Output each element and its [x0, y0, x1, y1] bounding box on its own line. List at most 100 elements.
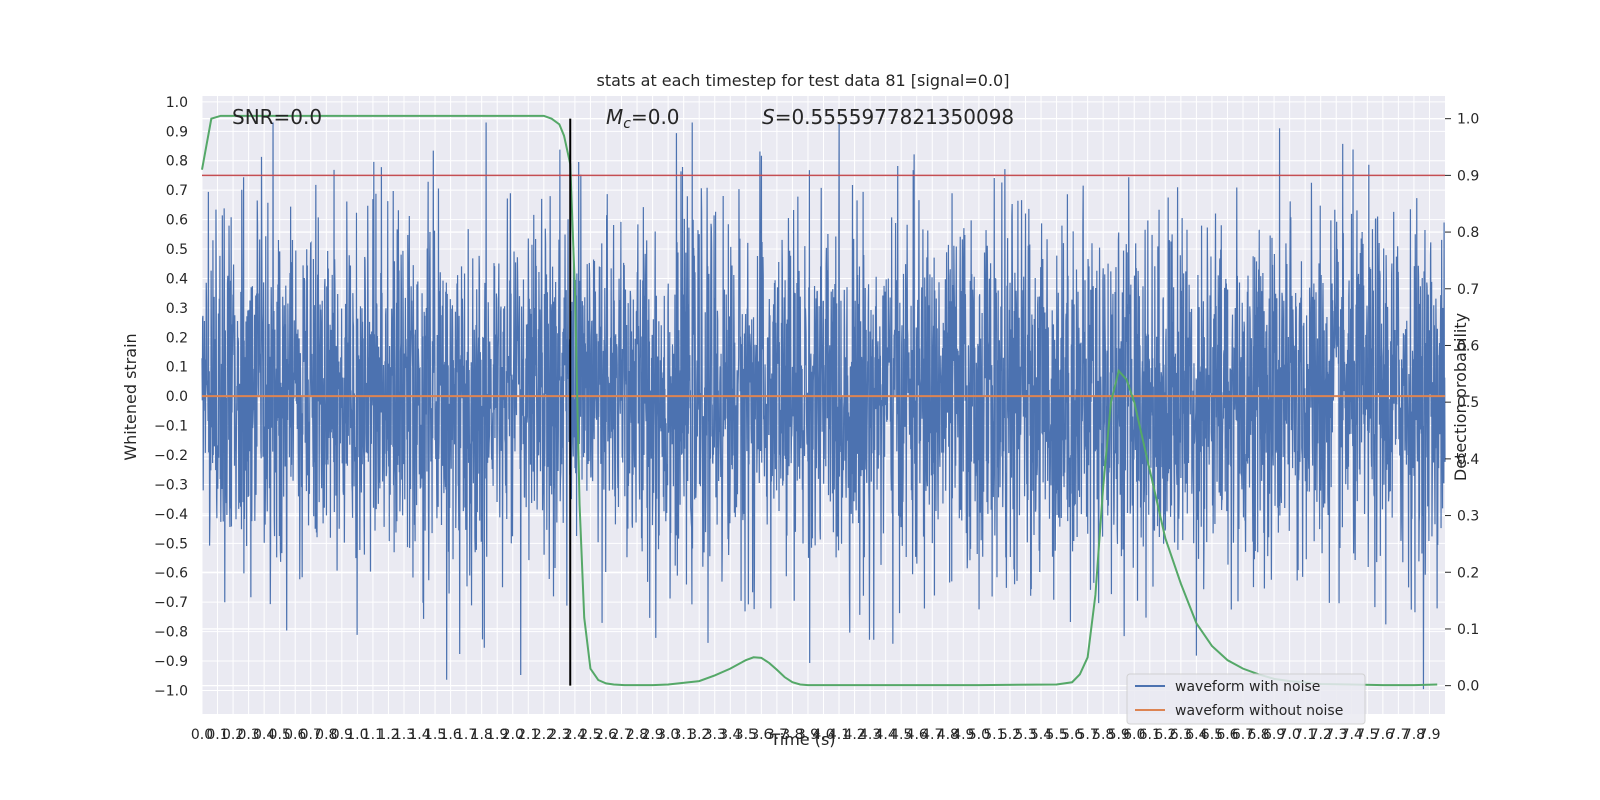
y-tick-label-left: −0.9 [154, 654, 188, 670]
x-tick-label: 2.4 [564, 727, 586, 743]
y-tick-label-right: 0.2 [1457, 565, 1479, 581]
x-tick-label: 4.4 [875, 727, 897, 743]
y-tick-label-right: 0.6 [1457, 338, 1479, 354]
x-tick-label: 7.7 [1387, 727, 1409, 743]
mc-symbol: M [606, 105, 623, 129]
x-tick-label: 0.4 [253, 727, 275, 743]
x-tick-label: 4.6 [906, 727, 928, 743]
y-tick-label-left: −0.8 [154, 625, 188, 641]
y-tick-label-left: −0.3 [154, 477, 188, 493]
x-tick-label: 7.5 [1356, 727, 1378, 743]
x-tick-label: 6.0 [1123, 727, 1145, 743]
x-tick-label: 3.0 [657, 727, 679, 743]
s-value: =0.5555977821350098 [775, 105, 1014, 129]
x-tick-label: 4.3 [859, 727, 881, 743]
x-tick-label: 4.1 [828, 727, 850, 743]
x-tick-label: 6.1 [1139, 727, 1161, 743]
x-tick-label: 6.9 [1263, 727, 1285, 743]
x-tick-label: 0.6 [284, 727, 306, 743]
y-tick-label-right: 1.0 [1457, 112, 1479, 128]
y-tick-label-left: −0.7 [154, 595, 188, 611]
y-tick-label-left: 0.2 [166, 330, 188, 346]
y-axis-label-right: Detection probability [1451, 313, 1470, 481]
y-tick-label-right: 0.9 [1457, 168, 1479, 184]
x-tick-label: 1.3 [393, 727, 415, 743]
x-tick-label: 5.3 [1014, 727, 1036, 743]
x-tick-label: 3.1 [673, 727, 695, 743]
x-tick-label: 0.5 [269, 727, 291, 743]
x-tick-label: 6.6 [1216, 727, 1238, 743]
x-tick-label: 1.4 [408, 727, 430, 743]
x-tick-label: 7.1 [1294, 727, 1316, 743]
y-tick-label-right: 0.0 [1457, 679, 1479, 695]
x-tick-label: 6.2 [1154, 727, 1176, 743]
x-tick-label: 3.8 [781, 727, 803, 743]
x-tick-label: 5.5 [1045, 727, 1067, 743]
x-tick-label: 0.2 [222, 727, 244, 743]
y-tick-labels-right: 0.0 0.1 0.2 0.3 0.4 0.5 0.6 0.7 0.8 0.9 1.0 [1445, 112, 1479, 695]
x-tick-label: 5.4 [1030, 727, 1052, 743]
x-tick-label: 1.9 [486, 727, 508, 743]
mc-annotation: Mc=0.0 [606, 105, 680, 132]
x-axis-label: Time (s) [769, 730, 835, 749]
y-tick-label-left: 0.8 [166, 154, 188, 170]
y-tick-label-left: −1.0 [154, 683, 188, 699]
y-tick-label-left: 0.7 [166, 183, 188, 199]
x-tick-label: 7.9 [1418, 727, 1440, 743]
x-tick-label: 5.0 [968, 727, 990, 743]
y-tick-label-left: 0.1 [166, 360, 188, 376]
y-tick-label-right: 0.1 [1457, 622, 1479, 638]
x-tick-label: 5.9 [1108, 727, 1130, 743]
y-tick-label-left: −0.4 [154, 507, 188, 523]
x-tick-label: 6.8 [1247, 727, 1269, 743]
snr-annotation: SNR=0.0 [232, 105, 322, 129]
s-symbol: S [762, 105, 775, 129]
x-tick-label: 3.2 [688, 727, 710, 743]
y-tick-label-left: 1.0 [166, 95, 188, 111]
mc-value: =0.0 [631, 105, 680, 129]
x-tick-label: 3.7 [766, 727, 788, 743]
x-tick-label: 1.0 [346, 727, 368, 743]
y-tick-label-left: 0.0 [166, 389, 188, 405]
x-tick-label: 2.5 [579, 727, 601, 743]
x-tick-label: 7.6 [1372, 727, 1394, 743]
x-tick-label: 6.7 [1232, 727, 1254, 743]
mc-subscript: c [623, 116, 631, 132]
y-tick-label-right: 0.8 [1457, 225, 1479, 241]
x-tick-label: 2.6 [595, 727, 617, 743]
x-tick-label: 7.3 [1325, 727, 1347, 743]
x-tick-label: 2.3 [548, 727, 570, 743]
waveform-with-noise-line [201, 122, 1446, 690]
x-tick-label: 4.5 [890, 727, 912, 743]
y-tick-label-left: −0.2 [154, 448, 188, 464]
x-tick-label: 1.2 [377, 727, 399, 743]
y-tick-label-left: −0.6 [154, 566, 188, 582]
x-tick-label: 7.0 [1278, 727, 1300, 743]
x-tick-label: 6.3 [1170, 727, 1192, 743]
x-tick-label: 5.8 [1092, 727, 1114, 743]
x-tick-label: 2.2 [533, 727, 555, 743]
x-tick-label: 2.9 [641, 727, 663, 743]
x-tick-label: 0.1 [206, 727, 228, 743]
x-tick-label: 1.5 [424, 727, 446, 743]
legend-box [1126, 673, 1366, 725]
y-axis-label-left: Whitened strain [121, 333, 140, 460]
y-tick-label-left: 0.3 [166, 301, 188, 317]
x-tick-label: 5.1 [983, 727, 1005, 743]
y-tick-label-right: 0.3 [1457, 509, 1479, 525]
x-tick-label: 1.8 [471, 727, 493, 743]
x-tick-label: 7.4 [1341, 727, 1363, 743]
y-tick-label-left: −0.5 [154, 536, 188, 552]
legend-label-noise: waveform with noise [1175, 679, 1320, 695]
x-tick-label: 3.3 [704, 727, 726, 743]
x-tick-label: 1.1 [362, 727, 384, 743]
x-tick-label: 2.0 [502, 727, 524, 743]
y-tick-label-right: 0.4 [1457, 452, 1479, 468]
y-tick-label-left: 0.9 [166, 124, 188, 140]
y-tick-label-left: −0.1 [154, 419, 188, 435]
x-tick-label: 2.8 [626, 727, 648, 743]
legend-label-clean: waveform without noise [1175, 703, 1343, 719]
x-tick-label: 2.7 [610, 727, 632, 743]
x-tick-label: 6.5 [1201, 727, 1223, 743]
